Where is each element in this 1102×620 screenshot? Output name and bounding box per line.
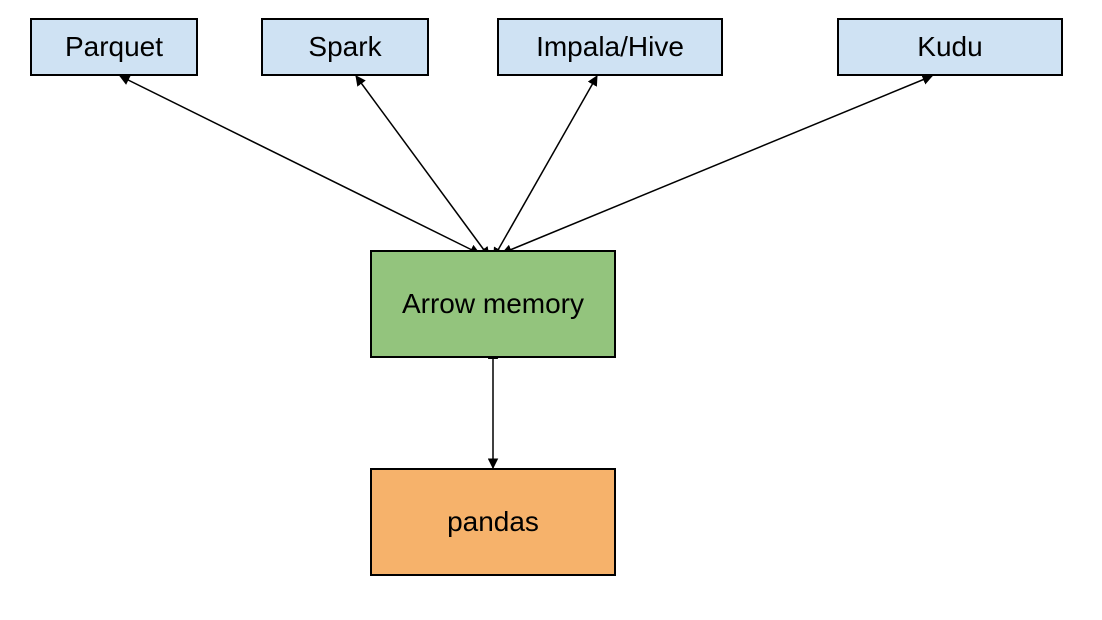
edge-arrow-impala — [498, 76, 597, 250]
node-label-impala: Impala/Hive — [536, 31, 684, 63]
node-impala: Impala/Hive — [497, 18, 723, 76]
node-label-kudu: Kudu — [917, 31, 982, 63]
node-parquet: Parquet — [30, 18, 198, 76]
edge-arrow-spark — [356, 76, 484, 250]
node-label-arrow: Arrow memory — [402, 288, 584, 320]
node-label-pandas: pandas — [447, 506, 539, 538]
node-kudu: Kudu — [837, 18, 1063, 76]
edge-arrow-parquet — [120, 76, 472, 250]
node-pandas: pandas — [370, 468, 616, 576]
node-label-spark: Spark — [308, 31, 381, 63]
node-spark: Spark — [261, 18, 429, 76]
node-arrow: Arrow memory — [370, 250, 616, 358]
edge-arrow-kudu — [510, 76, 932, 250]
node-label-parquet: Parquet — [65, 31, 163, 63]
